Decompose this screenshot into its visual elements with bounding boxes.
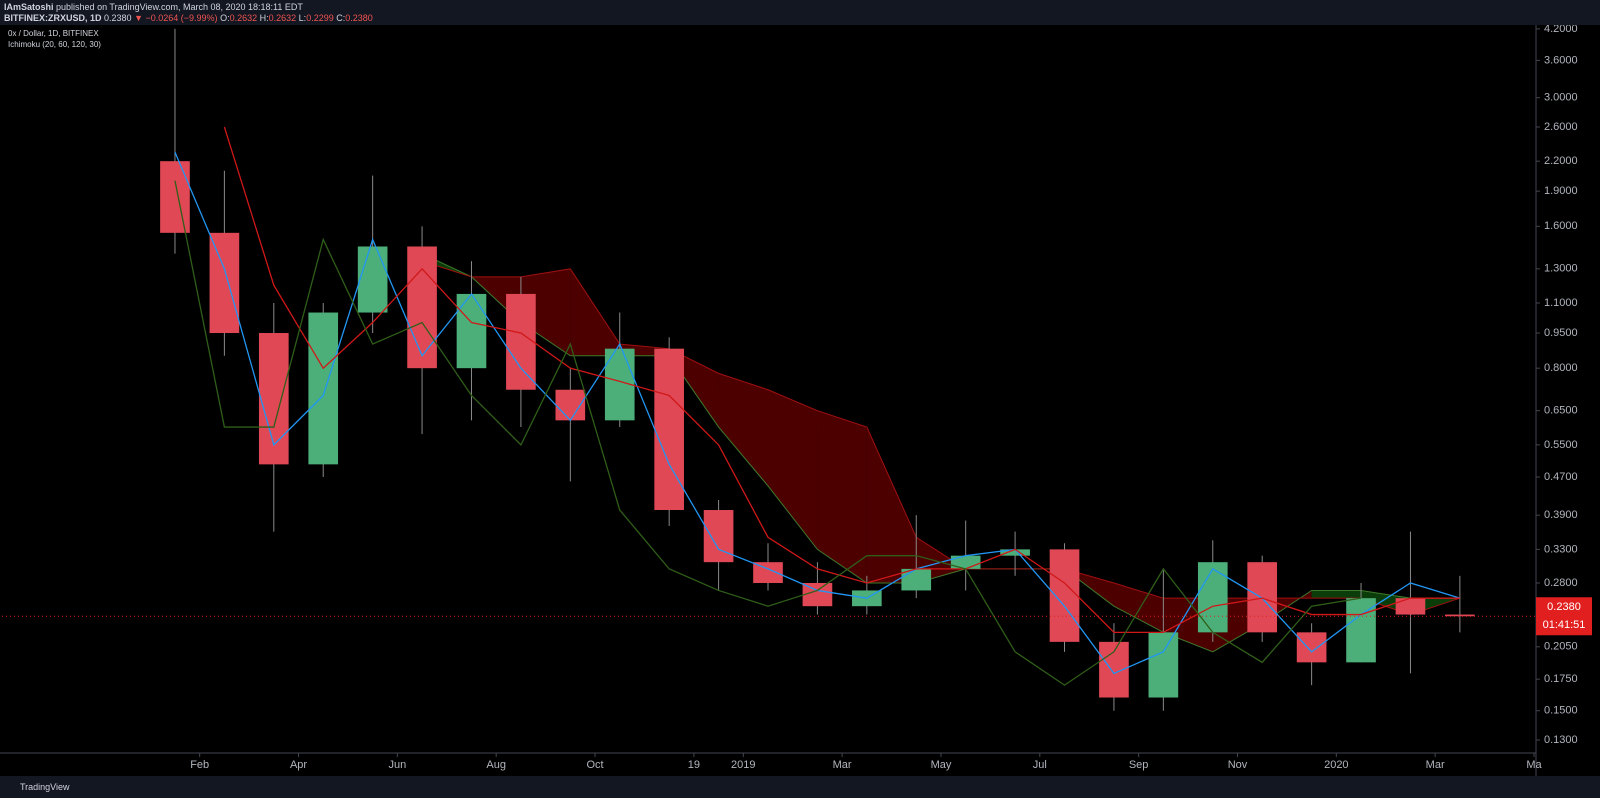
x-tick-label: 2020 — [1324, 759, 1348, 771]
x-tick-label: Apr — [290, 759, 307, 771]
ohlc-value: 0.2632 — [229, 13, 258, 23]
candle-body — [1247, 562, 1278, 633]
cloud-segment — [1113, 583, 1164, 633]
x-tick-label: Jul — [1033, 759, 1047, 771]
candle-body — [1445, 614, 1475, 617]
y-tick-label: 3.0000 — [1544, 92, 1578, 104]
ohlc-value: 0.2380 — [345, 13, 373, 23]
cloud-segment — [570, 268, 620, 356]
y-tick-label: 1.3000 — [1544, 263, 1578, 275]
ohlc-key: H: — [259, 13, 269, 23]
cloud-segment — [768, 389, 818, 550]
symbol: BITFINEX:ZRXUSD, 1D — [4, 13, 102, 23]
chart: 0x / Dollar, 1D, BITFINEX Ichimoku (20, … — [0, 25, 1592, 776]
ohlc-value: 0.2299 — [306, 13, 334, 23]
candle-body — [506, 293, 536, 390]
x-tick-label: Nov — [1228, 759, 1248, 771]
y-tick-label: 0.3300 — [1544, 543, 1578, 555]
candle-body — [1296, 632, 1327, 663]
candle-body — [802, 583, 833, 607]
last: 0.2380 — [104, 13, 132, 23]
ohlc: O:0.2632 H:0.2632 L:0.2299 C:0.2380 — [220, 13, 373, 23]
y-tick-label: 0.1500 — [1544, 705, 1578, 717]
cloud-segment — [520, 268, 571, 356]
candle-body — [1000, 549, 1030, 556]
footer: TradingView — [0, 776, 1600, 798]
brand: TradingView — [20, 782, 70, 792]
cloud-segment — [817, 410, 867, 584]
x-tick-label: Aug — [486, 759, 506, 771]
y-tick-label: 0.1750 — [1544, 673, 1578, 685]
candle-body — [950, 555, 981, 569]
y-tick-label: 0.4700 — [1544, 471, 1578, 483]
candle-body — [308, 312, 339, 465]
y-tick-label: 0.9500 — [1544, 327, 1578, 339]
y-tick-label: 0.8000 — [1544, 362, 1578, 374]
ohlc-key: C: — [336, 13, 346, 23]
x-tick-label: Mar — [833, 759, 852, 771]
y-tick-label: 0.6500 — [1544, 405, 1578, 417]
x-tick-label: 2019 — [731, 759, 755, 771]
y-tick-label: 0.2800 — [1544, 577, 1578, 589]
last-price-tag — [1536, 597, 1592, 636]
candle-body — [901, 568, 932, 591]
y-tick-label: 1.6000 — [1544, 220, 1578, 232]
indicator-line — [174, 180, 1362, 686]
y-tick-label: 0.1300 — [1544, 734, 1578, 746]
candle-body — [456, 293, 487, 369]
candle-body — [357, 246, 388, 313]
author: IAmSatoshi — [4, 2, 54, 12]
plot-area — [160, 28, 1475, 711]
countdown: 01:41:51 — [1543, 619, 1586, 631]
indicator-label: Ichimoku (20, 60, 120, 30) — [8, 40, 101, 49]
cloud-edge — [421, 260, 1461, 616]
candle-body — [1099, 641, 1129, 698]
x-tick-label: Mar — [1426, 759, 1445, 771]
y-tick-label: 0.5500 — [1544, 439, 1578, 451]
y-tick-label: 1.9000 — [1544, 185, 1578, 197]
y-tick-label: 2.2000 — [1544, 155, 1578, 167]
y-tick-label: 3.6000 — [1544, 54, 1578, 66]
ohlc-key: O: — [220, 13, 230, 23]
candle-body — [160, 161, 190, 233]
x-tick-label: Sep — [1129, 759, 1149, 771]
cloud-segment — [866, 427, 917, 584]
published: published on TradingView.com, March 08, … — [56, 2, 303, 12]
x-tick-label: Jun — [388, 759, 406, 771]
cloud-segment — [718, 373, 768, 486]
candle-body — [1148, 632, 1179, 698]
candle-body — [1395, 598, 1426, 615]
publish-line: IAmSatoshi published on TradingView.com,… — [4, 2, 303, 12]
y-tick-label: 0.3900 — [1544, 509, 1578, 521]
candle-body — [1197, 562, 1228, 633]
symbol-line: BITFINEX:ZRXUSD, 1D 0.2380 ▼ −0.0264 (−9… — [4, 13, 373, 23]
cloud-segment — [1311, 590, 1362, 599]
x-tick-label: Feb — [190, 759, 209, 771]
candle-body — [654, 348, 684, 511]
x-tick-label: Ma — [1526, 759, 1542, 771]
x-tick-label: 19 — [688, 759, 700, 771]
candle-body — [209, 232, 240, 334]
candle-body — [753, 562, 783, 584]
ohlc-key: L: — [298, 13, 307, 23]
x-tick-label: May — [931, 759, 952, 771]
last-price-label: 0.2380 — [1547, 601, 1581, 613]
candle-body — [407, 246, 437, 369]
candle-body — [1049, 549, 1080, 642]
y-tick-label: 2.6000 — [1544, 121, 1578, 133]
header: IAmSatoshi published on TradingView.com,… — [0, 0, 1600, 25]
y-tick-label: 0.2050 — [1544, 641, 1578, 653]
y-tick-label: 1.1000 — [1544, 297, 1578, 309]
ohlc-value: 0.2632 — [268, 13, 297, 23]
x-tick-label: Oct — [586, 759, 603, 771]
indicator-line — [223, 126, 1460, 633]
candle-body — [703, 510, 734, 563]
change: ▼ −0.0264 (−9.99%) — [134, 13, 218, 23]
y-tick-label: 4.2000 — [1544, 25, 1578, 35]
chart-title: 0x / Dollar, 1D, BITFINEX — [8, 29, 99, 38]
